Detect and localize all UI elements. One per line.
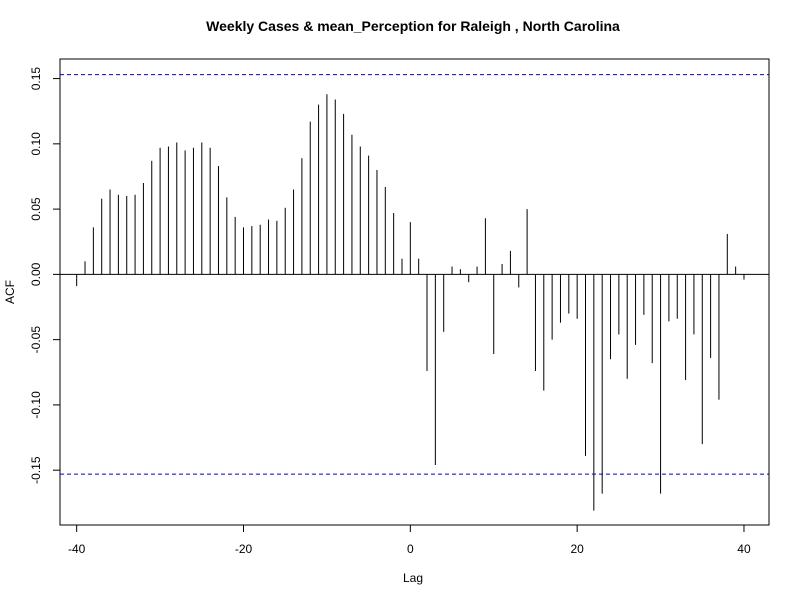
x-axis: -40 -20 0 20 40: [68, 524, 751, 556]
y-axis-label: ACF: [3, 280, 17, 304]
y-tick-label: -0.10: [29, 391, 43, 419]
chart-title: Weekly Cases & mean_Perception for Ralei…: [206, 18, 620, 34]
bars-group: [76, 94, 745, 511]
x-tick-label: 0: [407, 542, 414, 556]
y-tick-label: 0.05: [29, 197, 43, 221]
y-tick-label: 0.15: [29, 67, 43, 91]
x-axis-label: Lag: [403, 571, 423, 585]
y-axis: -0.15 -0.10 -0.05 0.00 0.05 0.10 0.15: [29, 67, 61, 484]
x-tick-label: -20: [235, 542, 253, 556]
y-tick-label: 0.00: [29, 262, 43, 286]
y-tick-label: 0.10: [29, 132, 43, 156]
x-tick-label: 40: [737, 542, 751, 556]
y-tick-label: -0.05: [29, 326, 43, 354]
plot-frame: [59, 58, 770, 526]
bounds-group: [60, 74, 769, 475]
x-tick-label: -40: [68, 542, 86, 556]
x-tick-label: 20: [570, 542, 584, 556]
y-tick-label: -0.15: [29, 456, 43, 484]
